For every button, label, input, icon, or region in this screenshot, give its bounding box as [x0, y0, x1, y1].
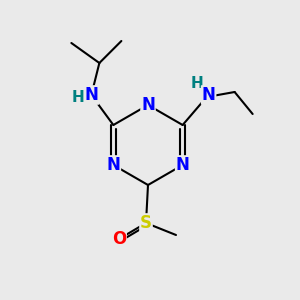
Text: H: H	[72, 91, 85, 106]
Text: H: H	[190, 76, 203, 92]
Text: N: N	[176, 156, 190, 174]
Text: O: O	[112, 230, 126, 248]
Text: N: N	[202, 86, 216, 104]
Text: S: S	[140, 214, 152, 232]
Text: N: N	[84, 86, 98, 104]
Text: N: N	[106, 156, 120, 174]
Text: N: N	[141, 96, 155, 114]
